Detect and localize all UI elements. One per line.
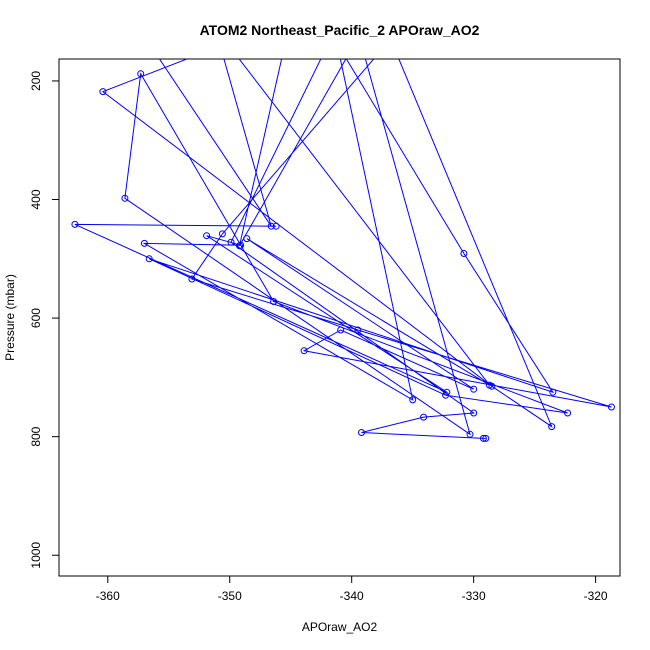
x-tick-label: -350 (218, 589, 242, 603)
chart-title: ATOM2 Northeast_Pacific_2 APOraw_AO2 (200, 22, 480, 38)
data-point (227, 238, 235, 246)
data-point (564, 409, 572, 417)
data-point (145, 255, 153, 263)
y-tick-label: 600 (29, 308, 43, 328)
x-tick-label: -330 (462, 589, 486, 603)
data-point (420, 413, 428, 421)
y-axis: 200 400 600 800 1000 (29, 71, 59, 569)
y-tick-label: 200 (29, 71, 43, 91)
data-point (99, 88, 107, 96)
data-point (409, 396, 417, 404)
series-line (74, 59, 612, 439)
data-point (470, 409, 478, 417)
x-tick-label: -320 (584, 589, 608, 603)
data-point (482, 434, 490, 442)
data-point (334, 41, 340, 47)
data-point (466, 430, 474, 438)
data-point (442, 391, 450, 399)
data-point (272, 222, 280, 230)
y-tick-label: 1000 (29, 542, 43, 569)
data-point (549, 388, 557, 396)
data-point (203, 232, 211, 240)
data-point (71, 220, 79, 228)
y-tick-label: 800 (29, 426, 43, 446)
data-point (300, 347, 308, 355)
data-point (267, 222, 275, 230)
data-point (479, 434, 487, 442)
x-axis: -360 -350 -340 -330 -320 (96, 576, 608, 603)
data-series (71, 16, 615, 442)
data-point (548, 423, 556, 431)
data-point (140, 239, 148, 247)
data-point (236, 242, 243, 250)
data-point (188, 275, 196, 283)
data-point (460, 250, 468, 257)
data-point (354, 326, 362, 334)
data-point (243, 235, 251, 243)
y-axis-label: Pressure (mbar) (3, 274, 17, 361)
data-point (288, 16, 294, 22)
data-point (486, 381, 493, 389)
data-point (608, 403, 615, 411)
data-point (518, 31, 524, 37)
data-point (137, 70, 145, 78)
data-point (143, 35, 149, 41)
data-point (218, 230, 226, 238)
data-point (121, 194, 129, 202)
x-axis-label: APOraw_AO2 (302, 620, 378, 634)
x-tick-label: -360 (96, 589, 120, 603)
plot-frame (58, 58, 621, 577)
data-point (270, 298, 278, 305)
data-point (358, 429, 365, 436)
data-point (470, 385, 478, 393)
data-point (337, 326, 345, 334)
y-tick-label: 400 (29, 189, 43, 209)
x-tick-label: -340 (340, 589, 364, 603)
